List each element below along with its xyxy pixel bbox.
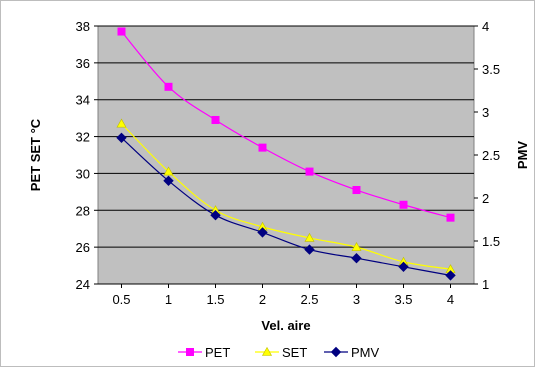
legend-label: SET [282, 345, 307, 360]
data-point-set [351, 242, 362, 251]
data-point-set [304, 232, 315, 242]
y-tick-label: 36 [76, 56, 90, 71]
data-point-pmv [304, 244, 315, 255]
plot-area [97, 25, 475, 285]
y2-tick-label: 3.5 [482, 62, 500, 77]
data-point-pet [211, 115, 220, 124]
legend-item-pmv: PMV [324, 345, 380, 360]
legend-item-set: SET [255, 345, 307, 360]
legend-label: PET [205, 345, 230, 360]
y2-axis-title: PMV [515, 141, 530, 170]
y2-tick-label: 3 [482, 105, 489, 120]
series-pet [117, 27, 455, 222]
data-point-pmv [257, 227, 268, 238]
data-point-set [163, 166, 174, 176]
y-tick-label: 28 [76, 203, 90, 218]
data-point-pet [352, 186, 361, 195]
legend-item-pet: PET [178, 345, 230, 360]
y2-tick-label: 2.5 [482, 148, 500, 163]
data-point-pmv [116, 132, 127, 144]
y-tick-label: 38 [76, 19, 90, 34]
data-point-pet [305, 167, 314, 176]
x-tick-label: 4 [447, 292, 454, 307]
y-tick-label: 34 [76, 93, 90, 108]
data-point-pmv [210, 209, 221, 221]
x-tick-label: 2.5 [300, 292, 318, 307]
x-tick-label: 3.5 [394, 292, 412, 307]
x-tick-label: 3 [353, 292, 360, 307]
series-set [116, 118, 456, 274]
y-tick-label: 30 [76, 166, 90, 181]
data-point-set [116, 118, 127, 128]
y-axis-title: PET SET °C [28, 118, 43, 191]
y2-tick-label: 2 [482, 191, 489, 206]
grid-lines [98, 25, 474, 285]
data-point-pmv [163, 175, 174, 187]
y-axis-ticks: 24 26 28 30 32 34 36 38 [76, 19, 98, 292]
data-point-pet [446, 213, 455, 222]
legend-swatch-marker [261, 346, 273, 356]
data-point-pet [258, 143, 267, 152]
series-pmv [116, 132, 456, 281]
y2-tick-label: 4 [482, 19, 489, 34]
y-tick-label: 32 [76, 130, 90, 145]
x-tick-label: 1.5 [206, 292, 224, 307]
y2-axis-ticks: 1 1.5 2 2.5 3 3.5 4 [474, 19, 500, 292]
legend-swatch-marker [186, 348, 194, 356]
x-axis-title: Vel. aire [261, 318, 310, 333]
legend-swatch-marker [330, 346, 342, 358]
x-tick-label: 1 [165, 292, 172, 307]
x-tick-label: 2 [259, 292, 266, 307]
y2-tick-label: 1.5 [482, 234, 500, 249]
x-tick-label: 0.5 [112, 292, 130, 307]
data-point-pet [164, 82, 173, 91]
y-tick-label: 24 [76, 277, 90, 292]
y-tick-label: 26 [76, 240, 90, 255]
data-point-pmv [351, 252, 362, 264]
data-point-pet [117, 27, 126, 36]
data-point-pmv [445, 270, 456, 281]
y2-tick-label: 1 [482, 277, 489, 292]
data-point-pet [399, 200, 408, 209]
legend: PET SET PMV [178, 345, 380, 360]
legend-label: PMV [351, 345, 380, 360]
x-axis-ticks: 0.5 1 1.5 2 2.5 3 3.5 4 [112, 284, 454, 307]
series-layer [116, 27, 456, 281]
data-point-pmv [398, 261, 409, 273]
